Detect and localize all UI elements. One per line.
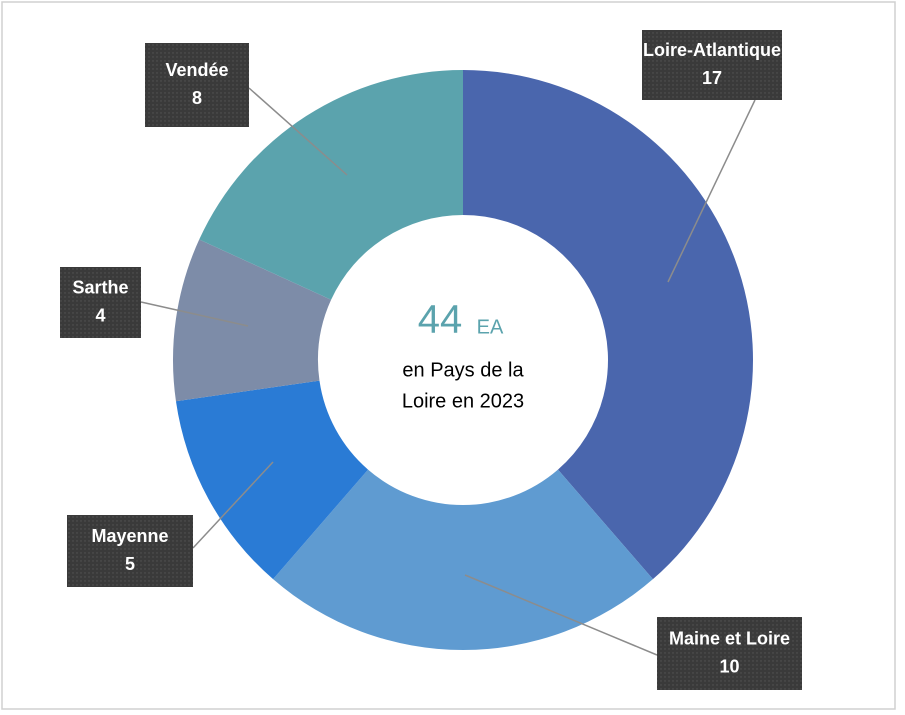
donut-slice xyxy=(175,380,369,580)
label-box xyxy=(642,30,782,100)
center-unit: EA xyxy=(477,316,504,338)
category-label: Sarthe xyxy=(72,277,128,297)
label-box xyxy=(60,267,141,338)
leader-line xyxy=(464,574,658,656)
leader-line xyxy=(667,99,756,283)
value-label: 10 xyxy=(719,656,739,676)
center-text: en Pays de la xyxy=(402,359,524,381)
center-text: Loire en 2023 xyxy=(402,390,524,412)
center-label: 44 EA en Pays de la Loire en 2023 xyxy=(402,298,525,413)
donut-slice xyxy=(173,239,332,402)
label-box xyxy=(657,617,802,690)
value-label: 17 xyxy=(702,68,722,88)
label-box xyxy=(145,43,249,127)
donut-slice xyxy=(273,469,653,651)
category-label: Mayenne xyxy=(91,526,168,546)
value-label: 5 xyxy=(125,554,135,574)
center-value: 44 xyxy=(418,298,463,342)
value-label: 8 xyxy=(192,88,202,108)
leader-line xyxy=(140,301,249,327)
donut-slice xyxy=(463,70,753,580)
label-box xyxy=(67,515,193,587)
category-label: Vendée xyxy=(165,60,228,80)
category-label: Maine et Loire xyxy=(669,628,790,648)
donut-slice xyxy=(199,70,463,300)
leader-line xyxy=(192,461,274,549)
category-label: Loire-Atlantique xyxy=(643,40,781,60)
leader-line xyxy=(248,87,348,176)
value-label: 4 xyxy=(95,305,105,325)
